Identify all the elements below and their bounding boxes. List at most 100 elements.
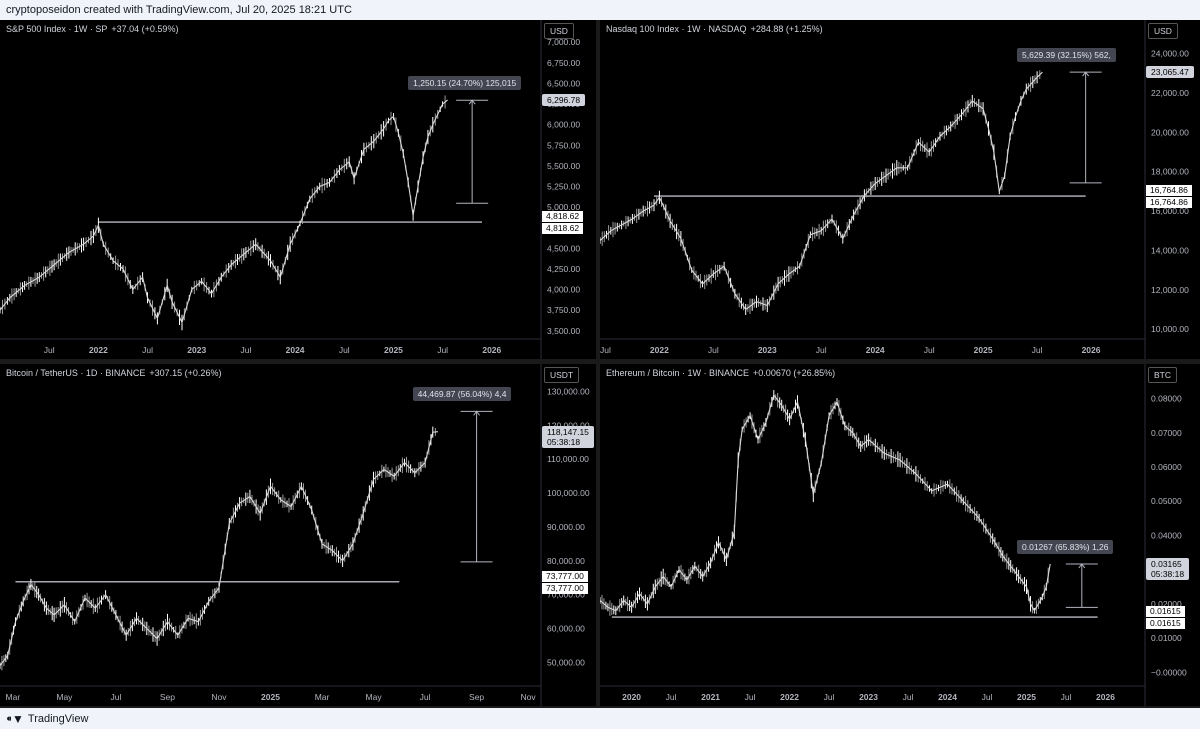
price-change: +307.15 (+0.26%) <box>149 368 222 378</box>
chart-svg: 0.080000.070000.060000.050000.040000.030… <box>600 364 1187 706</box>
y-tick-label: 70,000.00 <box>547 590 585 600</box>
measure-arrow <box>473 410 480 416</box>
chart-panel-spx[interactable]: 7,000.006,750.006,500.006,250.006,000.00… <box>0 20 596 359</box>
chart-svg: 7,000.006,750.006,500.006,250.006,000.00… <box>0 20 580 359</box>
y-tick-label: 5,000.00 <box>547 202 580 212</box>
x-tick-label: Nov <box>211 692 227 702</box>
chart-panel-btcusdt[interactable]: 130,000.00 120,000.00 110,000.00 100,000.00… <box>0 364 596 706</box>
level-price-tag: 4,818.62 <box>542 223 584 235</box>
x-tick-label: 2024 <box>286 345 305 355</box>
x-tick-label: Sep <box>469 692 484 702</box>
y-tick-label: 7,000.00 <box>547 37 580 47</box>
level-price-tag: 0.01615 <box>1146 618 1185 630</box>
chart-legend: Nasdaq 100 Index · 1W · NASDAQ +284.88 (+… <box>606 24 823 34</box>
measure-arrow <box>1082 71 1090 77</box>
symbol-title[interactable]: Ethereum / Bitcoin · 1W · BINANCE <box>606 368 750 378</box>
x-tick-label: Jul <box>600 345 611 355</box>
x-tick-label: 2023 <box>758 345 777 355</box>
x-tick-label: 2022 <box>650 345 669 355</box>
footer-brand: TradingView <box>27 712 89 725</box>
y-tick-label: 130,000.00 <box>547 387 590 397</box>
tradingview-logo-icon[interactable]: ⁌▼ <box>6 711 24 726</box>
chart-legend: Ethereum / Bitcoin · 1W · BINANCE +0.0067… <box>606 368 835 378</box>
x-tick-label: Jul <box>44 345 55 355</box>
x-tick-label: 2025 <box>974 345 993 355</box>
y-tick-label: 80,000.00 <box>547 556 585 566</box>
y-tick-label: 0.02000 <box>1151 599 1182 609</box>
level-price-tag: 4,818.62 <box>542 211 584 223</box>
chart-panel-ethbtc[interactable]: 0.080000.070000.060000.050000.040000.030… <box>600 364 1200 706</box>
y-tick-label: 10,000.00 <box>1151 324 1189 334</box>
x-tick-label: 2025 <box>384 345 403 355</box>
symbol-title[interactable]: Nasdaq 100 Index · 1W · NASDAQ <box>606 24 747 34</box>
chart-svg: 24,000.00 22,000.00 20,000.00 18,000.00 16,0… <box>600 20 1189 359</box>
x-tick-label: 2024 <box>866 345 885 355</box>
currency-unit: USDT <box>544 367 580 383</box>
currency-unit: USD <box>544 23 574 39</box>
measure-label: 5,629.39 (32.15%) 562, <box>1017 48 1116 63</box>
y-tick-label: 5,500.00 <box>547 161 580 171</box>
x-tick-label: 2024 <box>938 692 957 702</box>
x-tick-label: Jul <box>1032 345 1043 355</box>
price-series-line <box>600 71 1043 311</box>
current-price: 118,147.15 <box>547 426 589 437</box>
price-series-line <box>600 393 1051 612</box>
y-tick-label: 24,000.00 <box>1151 49 1189 59</box>
x-tick-label: Sep <box>160 692 175 702</box>
x-tick-label: Jul <box>110 692 121 702</box>
y-tick-label: 4,500.00 <box>547 243 580 253</box>
header-text: cryptoposeidon created with TradingView.… <box>6 4 352 16</box>
x-tick-label: Jul <box>142 345 153 355</box>
level-price-tag: 16,764.86 <box>1146 185 1192 197</box>
chart-legend: Bitcoin / TetherUS · 1D · BINANCE +307.15… <box>6 368 221 378</box>
x-tick-label: 2023 <box>187 345 206 355</box>
y-tick-label: 4,000.00 <box>547 285 580 295</box>
x-tick-label: Jul <box>745 692 756 702</box>
symbol-title[interactable]: Bitcoin / TetherUS · 1D · BINANCE <box>6 368 146 378</box>
level-price-tag: 0.01615 <box>1146 606 1185 618</box>
x-tick-label: 2025 <box>261 692 280 702</box>
current-price: 6,296.78 <box>547 95 581 106</box>
price-change: +284.88 (+1.25%) <box>750 24 823 34</box>
x-tick-label: May <box>56 692 73 702</box>
y-tick-label: 50,000.00 <box>547 657 585 667</box>
current-price-tag: 23,065.47 <box>1146 66 1194 79</box>
y-tick-label: 0.04000 <box>1151 530 1182 540</box>
currency-unit: USD <box>1148 23 1178 39</box>
x-tick-label: 2023 <box>859 692 878 702</box>
chart-legend: S&P 500 Index · 1W · SP +37.04 (+0.59%) <box>6 24 178 34</box>
x-tick-label: Nov <box>521 692 537 702</box>
measure-label: 44,469.87 (56.04%) 4,4 <box>412 387 512 402</box>
x-tick-label: Jul <box>420 692 431 702</box>
y-tick-label: 0.07000 <box>1151 428 1182 438</box>
x-tick-label: Mar <box>315 692 330 702</box>
x-tick-label: 2026 <box>482 345 501 355</box>
x-tick-label: May <box>366 692 383 702</box>
x-tick-label: Jul <box>1061 692 1072 702</box>
x-tick-label: Jul <box>824 692 835 702</box>
y-tick-label: 6,500.00 <box>547 78 580 88</box>
x-tick-label: 2026 <box>1096 692 1115 702</box>
x-tick-label: 2021 <box>701 692 720 702</box>
price-change: +37.04 (+0.59%) <box>111 24 179 34</box>
y-tick-label: 110,000.00 <box>547 454 589 464</box>
y-tick-label: 0.08000 <box>1151 394 1182 404</box>
y-tick-label: 5,750.00 <box>547 140 580 150</box>
x-tick-label: Jul <box>903 692 914 702</box>
price-series-line <box>0 431 439 667</box>
chart-panel-ndx[interactable]: 24,000.00 22,000.00 20,000.00 18,000.00 16,0… <box>600 20 1200 359</box>
measure-arrow <box>1078 563 1086 569</box>
x-tick-label: Jul <box>666 692 677 702</box>
x-tick-label: Jul <box>924 345 935 355</box>
symbol-title[interactable]: S&P 500 Index · 1W · SP <box>6 24 108 34</box>
y-tick-label: 14,000.00 <box>1151 245 1189 255</box>
x-tick-label: Jul <box>437 345 448 355</box>
level-price-tag: 16,764.86 <box>1146 197 1192 209</box>
x-tick-label: Jul <box>339 345 350 355</box>
y-tick-label: 60,000.00 <box>547 623 585 633</box>
y-tick-label: 3,750.00 <box>547 305 580 315</box>
y-tick-label: 4,250.00 <box>547 264 580 274</box>
y-tick-label: 3,500.00 <box>547 326 580 336</box>
x-tick-label: Jul <box>708 345 719 355</box>
bar-countdown: 05:38:18 <box>1151 568 1185 579</box>
